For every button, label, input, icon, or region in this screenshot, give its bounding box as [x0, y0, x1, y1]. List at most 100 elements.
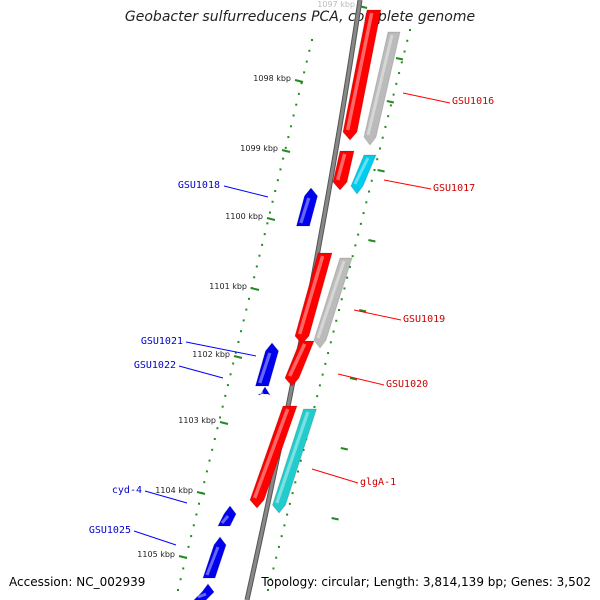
leader-gsu1019: [353, 309, 402, 321]
feature-gsu1022-body: [257, 386, 272, 397]
feature-gsu1020-shine: [288, 343, 307, 377]
gene-label-gsu1020: GSU1020: [386, 379, 428, 390]
scale-tick: [196, 491, 206, 495]
scale-dot: [203, 481, 206, 484]
scale-dot: [297, 470, 300, 473]
scale-dot: [365, 201, 368, 204]
scale-dot: [211, 448, 214, 451]
scale-track-left: [177, 39, 313, 591]
scale-dot: [354, 244, 357, 247]
scale-dot: [398, 72, 401, 75]
scale-dot: [387, 115, 390, 118]
scale-dot: [400, 61, 403, 64]
scale-dot: [179, 578, 182, 581]
scale-dot: [409, 29, 411, 31]
scale-dot: [268, 211, 271, 214]
backbone-layer: [244, 0, 363, 600]
scale-tick-label: 1097 kbp: [317, 0, 355, 9]
backbone-shadow: [244, 0, 363, 600]
accession-text: Accession: NC_002939: [9, 575, 146, 589]
scale-dot: [226, 384, 229, 387]
scale-dot: [224, 394, 227, 397]
gene-label-gsu1021: GSU1021: [141, 336, 183, 347]
scale-dot: [261, 243, 264, 246]
scale-tick-right: [386, 100, 395, 104]
feature-gsu1017-shine: [335, 153, 347, 181]
scale-dot: [297, 92, 300, 95]
feature-gsu1018-body: [295, 187, 319, 227]
feature-glga-1-shine: [253, 408, 290, 499]
scale-tick-right: [331, 517, 339, 521]
label-layer: GSU1016 GSU1017 GSU1018 GSU1019 GSU1020 GSU10…: [89, 92, 494, 546]
scale-tick: [219, 421, 229, 425]
scale-dot: [279, 168, 282, 171]
scale-dot: [329, 341, 332, 344]
scale-tick: [250, 287, 260, 291]
scale-dot: [346, 276, 349, 279]
gene-label-gsu1022: GSU1022: [134, 360, 176, 371]
scale-tick: [178, 555, 188, 559]
scale-tick-label: 1101 kbp: [209, 282, 247, 291]
scale-dot: [208, 459, 211, 462]
scale-dot: [234, 351, 237, 354]
scale-tick-right: [349, 377, 358, 381]
scale-dot: [313, 405, 316, 408]
scale-tick-right: [358, 309, 367, 313]
feature-gsu1017-body: [332, 150, 355, 191]
scale-dot: [276, 179, 279, 182]
scale-dot: [277, 545, 280, 548]
scale-dot: [403, 50, 406, 53]
scale-dot: [389, 104, 392, 107]
scale-dot: [271, 200, 274, 203]
gene-label-cyd-4: cyd-4: [112, 485, 142, 496]
feature-gsu1025: [202, 536, 227, 579]
feature-gsu1019-body: [294, 252, 333, 345]
leader-gsu1017: [383, 179, 432, 190]
leader-cyd-4: [144, 490, 188, 504]
topology-text: Topology: circular; Length: 3,814,139 bp…: [261, 575, 591, 589]
scale-dot: [292, 114, 295, 117]
leader-gsu1018: [223, 185, 269, 198]
scale-dot: [195, 513, 198, 516]
scale-tick-right: [340, 447, 349, 451]
scale-dot: [182, 567, 185, 570]
scale-dot: [324, 362, 327, 365]
feature-glga-1-body: [249, 405, 298, 509]
scale-tick-right: [368, 239, 376, 243]
scale-dot: [205, 470, 208, 473]
scale-dot: [343, 287, 346, 290]
scale-dot: [299, 459, 302, 462]
scale-dot: [237, 340, 240, 343]
scale-dot: [295, 103, 298, 106]
scale-dot: [216, 427, 219, 430]
scale-dot: [274, 189, 277, 192]
feature-gsu1021-shine: [258, 352, 272, 384]
scale-tick-label: 1100 kbp: [225, 212, 263, 221]
scale-dot: [370, 179, 373, 182]
feature-gsu1018: [295, 187, 319, 227]
scale-dot: [275, 556, 278, 559]
scale-dot: [258, 254, 261, 257]
feature-glga-1-rna-shine: [275, 411, 310, 504]
leader-glga-1: [311, 468, 359, 484]
feature-gsu1021-body: [254, 342, 280, 387]
feature-gsu1021: [254, 342, 280, 387]
scale-dot: [335, 319, 338, 322]
feature-glga-1: [249, 405, 298, 509]
leader-gsu1025: [133, 530, 177, 546]
feature-gsu1022-shine: [260, 390, 265, 398]
scale-dot: [378, 147, 381, 150]
scale-dot: [381, 136, 384, 139]
feature-gsu1018-shine: [299, 197, 311, 224]
scale-layer: 1097 kbp 1098 kbp 1099 kbp 1100 kbp 1101 kbp…: [137, 0, 411, 591]
scale-dot: [327, 352, 330, 355]
scale-tick-label: 1103 kbp: [178, 416, 216, 425]
map-title: Geobacter sulfurreducens PCA, complete g…: [124, 9, 476, 25]
scale-tick: [233, 355, 243, 359]
feature-gsu1017: [332, 150, 355, 191]
scale-dot: [376, 158, 379, 161]
gene-label-gsu1018: GSU1018: [178, 180, 220, 191]
scale-dot: [308, 49, 311, 52]
scale-dot: [305, 60, 308, 63]
